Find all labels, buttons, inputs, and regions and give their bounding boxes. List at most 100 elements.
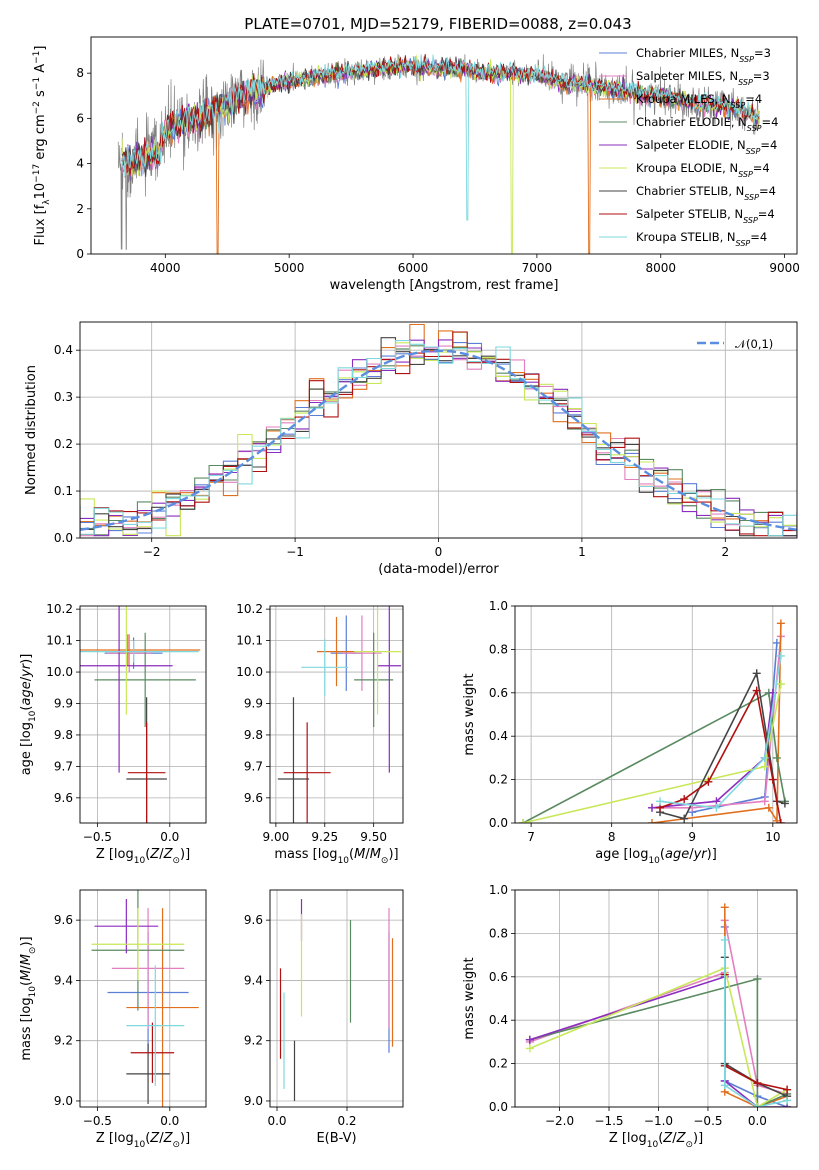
plot-area	[519, 619, 789, 823]
y-axis-label: mass weight	[462, 673, 477, 755]
y-tick-label: 9.6	[54, 791, 73, 805]
y-tick-label: 10.0	[46, 665, 73, 679]
plot-area	[91, 890, 199, 1107]
x-tick-label: 4000	[150, 261, 181, 275]
y-tick-label: 10.1	[236, 634, 263, 648]
axes-frame	[269, 605, 404, 824]
legend-label-chabrier-miles: Chabrier MILES, NSSP=3	[636, 46, 771, 64]
y-tick-label: 10.2	[46, 602, 73, 616]
plot-area	[277, 606, 402, 823]
legend-label-salpeter-stelib: Salpeter STELIB, NSSP=4	[636, 207, 775, 225]
histogram-chabrier-stelib	[80, 337, 797, 537]
y-tick-label: 0.2	[54, 437, 73, 451]
axes-frame	[90, 36, 798, 255]
axes-frame	[79, 321, 798, 539]
legend-label-salpeter-elodie: Salpeter ELODIE, NSSP=4	[636, 138, 777, 156]
legend-label-normal: 𝒩(0,1)	[735, 337, 773, 351]
residuals-panel: −2 −1 0 1 2 0.0 0.1 0.2 0.3 0.4 (data-model)/error…	[24, 321, 798, 577]
x-tick-label: 10	[765, 830, 780, 844]
y-axis-label: age [log10(age/yr)]	[19, 654, 38, 776]
x-tick-label: −0.5	[83, 1114, 112, 1128]
series-point-salpeter-stelib	[768, 775, 777, 784]
mass-vs-metallicity-panel: −0.5 0.0 9.0 9.2 9.4 9.6 Z [log10(Z/Z⊙)] mass […	[19, 889, 207, 1150]
x-tick-label: 0	[435, 545, 443, 559]
series-point-kroupa-elodie	[776, 680, 785, 689]
x-tick-label: 9.50	[360, 830, 387, 844]
x-axis-label: E(B-V)	[316, 1131, 356, 1146]
series-line-chabrier-elodie	[529, 977, 788, 1107]
legend-label-chabrier-elodie: Chabrier ELODIE, NSSP=4	[636, 115, 778, 133]
y-tick-label: 2	[76, 202, 84, 216]
series-point-chabrier-stelib	[680, 814, 689, 823]
x-tick-label: 5000	[274, 261, 305, 275]
y-tick-label: 0.2	[489, 1057, 508, 1071]
y-tick-label: 9.0	[54, 1094, 73, 1108]
x-tick-label: −1	[286, 545, 304, 559]
legend-label-kroupa-stelib: Kroupa STELIB, NSSP=4	[636, 230, 767, 248]
series-point-salpeter-stelib	[704, 777, 713, 786]
x-tick-label: 7	[527, 830, 535, 844]
x-tick-label: 7000	[522, 261, 553, 275]
series-point-kroupa-miles	[772, 816, 781, 823]
y-tick-label: 9.9	[244, 696, 263, 710]
series-point-kroupa-stelib	[720, 1081, 729, 1090]
series-point-kroupa-elodie	[525, 1044, 534, 1053]
series-point-kroupa-miles	[776, 619, 785, 628]
y-tick-label: 9.6	[244, 791, 263, 805]
series-point-salpeter-miles	[760, 797, 769, 806]
y-tick-label: 4	[76, 157, 84, 171]
axes-frame	[79, 889, 207, 1108]
y-tick-label: 0.8	[489, 642, 508, 656]
x-axis-label: age [log10(age/yr)]	[595, 847, 717, 866]
series-point-kroupa-elodie	[519, 819, 528, 823]
y-axis-label: mass weight	[462, 957, 477, 1039]
y-tick-label: 10.1	[46, 634, 73, 648]
series-point-salpeter-stelib	[783, 1085, 792, 1094]
x-tick-label: 0.0	[748, 1114, 767, 1128]
series-point-chabrier-elodie	[753, 974, 762, 983]
series-point-kroupa-stelib	[656, 797, 665, 806]
x-tick-label: 0.2	[337, 1114, 356, 1128]
x-tick-label: −1.5	[594, 1114, 623, 1128]
figure-title: PLATE=0701, MJD=52179, FIBERID=0088, z=0…	[244, 15, 631, 33]
series-point-kroupa-stelib	[783, 1096, 792, 1105]
series-line-kroupa-elodie	[529, 967, 788, 1107]
y-tick-label: 9.2	[54, 1034, 73, 1048]
age-vs-metallicity-panel: −0.5 0.0 9.6 9.7 9.8 9.9 10.0 10.1 10.2 Z [log10(…	[19, 602, 207, 866]
spectrum-panel: 4000 5000 6000 7000 8000 9000 0 2 4 6 8 wavelength …	[32, 36, 800, 293]
y-tick-label: 9.8	[244, 728, 263, 742]
series-point-kroupa-elodie	[760, 762, 769, 771]
y-tick-label: 1.0	[489, 883, 508, 897]
y-tick-label: 9.7	[244, 759, 263, 773]
mass-vs-ebv-panel: 0.0 0.2 9.0 9.2 9.4 9.6 E(B-V)	[244, 889, 404, 1146]
y-tick-label: 9.6	[244, 913, 263, 927]
x-tick-label: −0.5	[83, 830, 112, 844]
y-tick-label: 9.9	[54, 696, 73, 710]
x-tick-label: 8000	[645, 261, 676, 275]
x-tick-label: 9.00	[263, 830, 290, 844]
y-tick-label: 0.4	[54, 343, 73, 357]
x-tick-label: 2	[721, 545, 729, 559]
x-axis-label: Z [log10(Z/Z⊙)]	[96, 847, 190, 866]
series-point-kroupa-stelib	[720, 935, 729, 944]
series-point-salpeter-elodie	[647, 803, 656, 812]
series-point-kroupa-stelib	[753, 1103, 762, 1107]
series-point-salpeter-elodie	[525, 1035, 534, 1044]
y-tick-label: 9.6	[54, 913, 73, 927]
axes-frame	[514, 889, 798, 1108]
y-tick-label: 0.6	[489, 970, 508, 984]
series-point-chabrier-stelib	[752, 669, 761, 678]
y-tick-label: 0	[76, 247, 84, 261]
y-tick-label: 9.4	[54, 973, 73, 987]
x-tick-label: 9.25	[311, 830, 338, 844]
y-axis-label: Normed distribution	[24, 365, 39, 495]
series-line-salpeter-stelib	[659, 688, 782, 823]
series-point-chabrier-stelib	[780, 799, 789, 808]
y-tick-label: 9.4	[244, 973, 263, 987]
x-tick-label: 1	[578, 545, 586, 559]
series-line-kroupa-elodie	[522, 683, 782, 823]
y-tick-label: 8	[76, 66, 84, 80]
y-tick-label: 9.0	[244, 1094, 263, 1108]
